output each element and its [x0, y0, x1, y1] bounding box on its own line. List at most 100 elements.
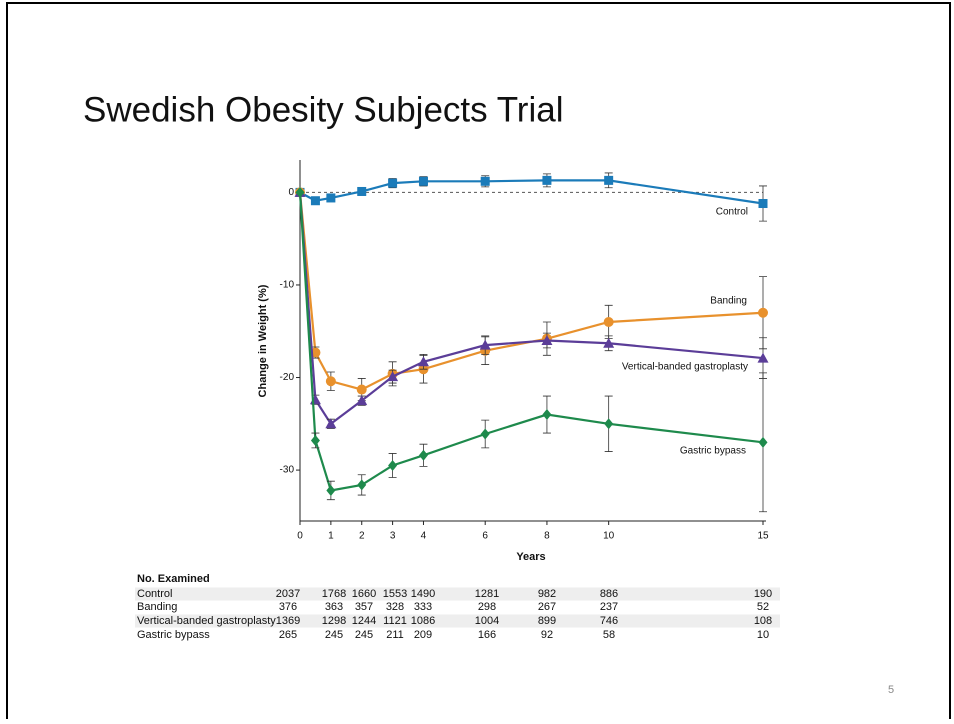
marker: [357, 479, 367, 491]
cell: 376: [279, 601, 297, 613]
row-label: Control: [137, 588, 172, 600]
page-number: 5: [888, 684, 894, 696]
x-tick-label: 4: [421, 531, 427, 542]
cell: 899: [538, 615, 556, 627]
cell: 1553: [383, 588, 407, 600]
y-tick-label: 0: [288, 187, 294, 198]
marker: [417, 356, 429, 367]
marker: [326, 484, 336, 496]
x-tick-label: 8: [544, 531, 550, 542]
marker: [479, 339, 491, 350]
cell: 1490: [411, 588, 435, 600]
series-label: Banding: [710, 296, 747, 307]
cell: 209: [414, 629, 432, 641]
marker: [326, 193, 336, 203]
cell: 1004: [475, 615, 499, 627]
marker: [541, 335, 553, 345]
cell: 245: [355, 629, 373, 641]
cell: 190: [754, 588, 772, 600]
marker: [388, 178, 398, 188]
cell: 746: [600, 615, 618, 627]
cell: 265: [279, 629, 297, 641]
x-axis-label: Years: [516, 551, 545, 563]
cell: 1369: [276, 615, 300, 627]
series-line: [299, 179, 764, 205]
cell: 92: [541, 629, 553, 641]
cell: 166: [478, 629, 496, 641]
marker: [604, 418, 614, 430]
cell: 1244: [352, 615, 376, 627]
marker: [603, 316, 614, 327]
y-tick-label: -20: [280, 372, 295, 383]
marker: [758, 436, 768, 448]
marker: [387, 371, 399, 382]
cell: 1121: [383, 615, 407, 627]
x-tick-label: 10: [603, 531, 615, 542]
y-axis-label: Change in Weight (%): [257, 284, 269, 397]
marker: [604, 175, 614, 185]
marker: [603, 337, 615, 348]
cell: 52: [757, 601, 769, 613]
cell: 328: [386, 601, 404, 613]
cell: 357: [355, 601, 373, 613]
marker: [388, 459, 398, 471]
table-title: No. Examined: [137, 573, 210, 585]
y-tick-label: -30: [280, 465, 295, 476]
cell: 245: [325, 629, 343, 641]
cell: 1281: [475, 588, 499, 600]
row-label: Gastric bypass: [137, 629, 210, 641]
marker: [757, 352, 769, 363]
series-line: [298, 192, 764, 492]
marker: [418, 449, 428, 461]
cell: 1768: [322, 588, 346, 600]
x-tick-label: 0: [297, 531, 303, 542]
cell: 886: [600, 588, 618, 600]
marker: [310, 196, 320, 206]
row-shade: [135, 614, 780, 628]
marker: [480, 176, 490, 186]
cell: 108: [754, 615, 772, 627]
cell: 1298: [322, 615, 346, 627]
cell: 363: [325, 601, 343, 613]
slide-border: [6, 2, 951, 724]
y-tick-label: -10: [280, 280, 295, 291]
marker: [542, 409, 552, 421]
cell: 333: [414, 601, 432, 613]
marker: [310, 434, 320, 446]
cell: 2037: [276, 588, 300, 600]
marker: [357, 186, 367, 196]
marker: [356, 384, 367, 395]
marker: [480, 428, 490, 440]
cell: 298: [478, 601, 496, 613]
marker: [758, 307, 768, 318]
row-shade: [135, 587, 780, 601]
marker: [418, 176, 428, 186]
cell: 10: [757, 629, 769, 641]
row-label: Vertical-banded gastroplasty: [137, 615, 276, 627]
marker: [542, 175, 552, 185]
marker: [325, 376, 336, 387]
series-label: Vertical-banded gastroplasty: [622, 362, 748, 373]
cell: 58: [603, 629, 615, 641]
marker: [325, 418, 337, 429]
x-tick-label: 6: [482, 531, 488, 542]
cell: 1660: [352, 588, 376, 600]
cell: 211: [386, 629, 404, 641]
series-label: Gastric bypass: [680, 446, 746, 457]
x-tick-label: 15: [757, 531, 769, 542]
series-line: [298, 192, 764, 426]
marker: [356, 395, 368, 406]
cell: 1086: [411, 615, 435, 627]
row-label: Banding: [137, 601, 177, 613]
cell: 267: [538, 601, 556, 613]
cell: 237: [600, 601, 618, 613]
x-tick-label: 3: [390, 531, 396, 542]
series-line: [298, 192, 764, 391]
series-label: Control: [716, 207, 748, 218]
marker: [758, 199, 768, 209]
x-tick-label: 1: [328, 531, 334, 542]
x-tick-label: 2: [359, 531, 365, 542]
cell: 982: [538, 588, 556, 600]
slide-title: Swedish Obesity Subjects Trial: [83, 90, 563, 129]
